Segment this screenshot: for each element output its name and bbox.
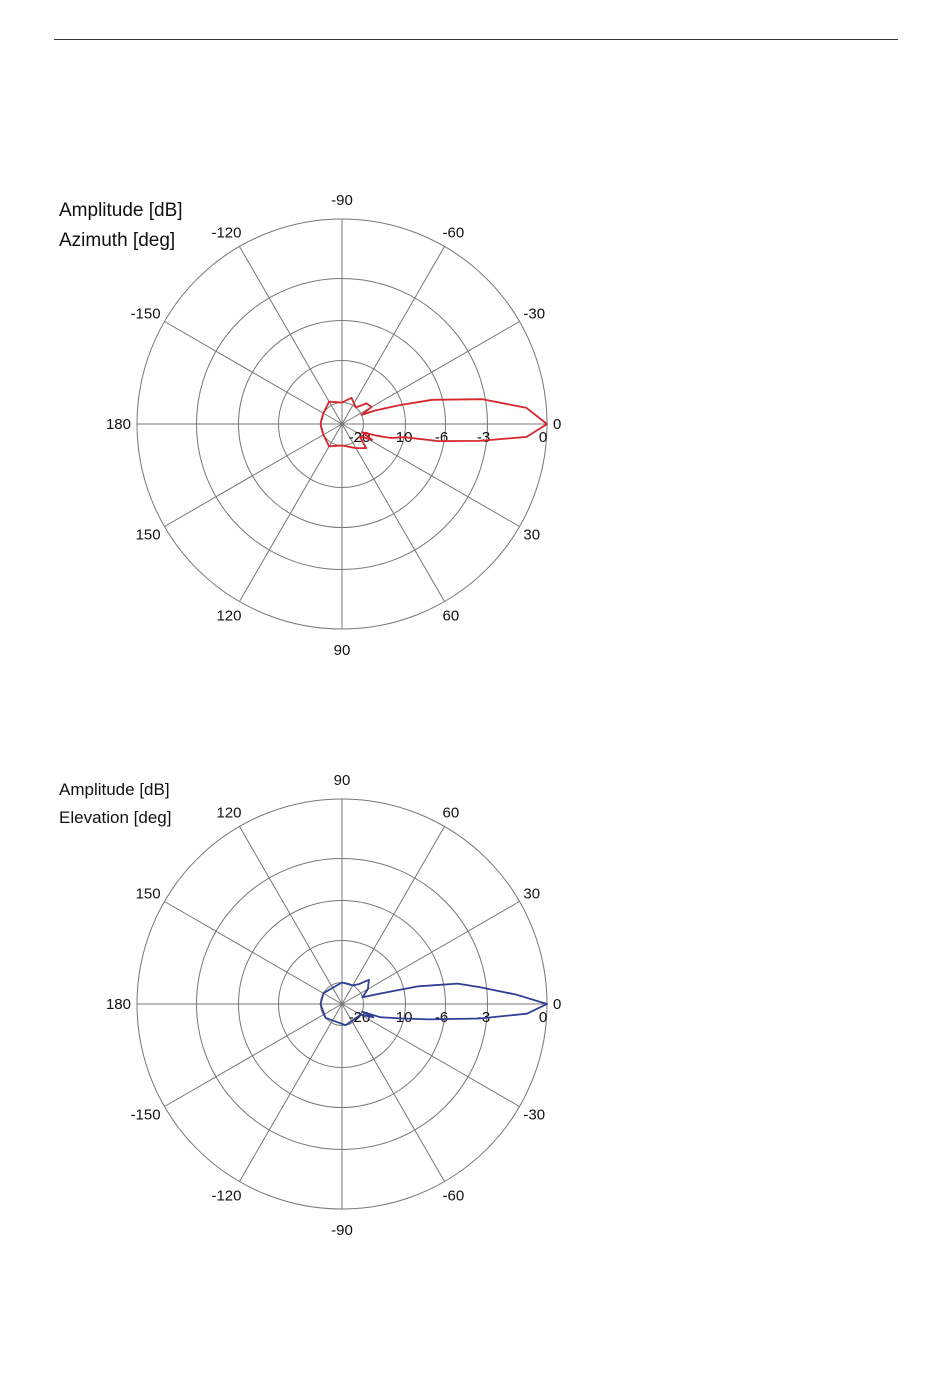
azimuth-axis-title: Azimuth [deg]: [59, 230, 176, 251]
azimuth-angle-tick-label: 120: [216, 607, 241, 624]
elevation-grid-spoke: [341, 901, 520, 1005]
elevation-grid: [136, 798, 548, 1210]
elevation-angle-tick-label: 150: [136, 886, 161, 903]
elevation-angle-tick-label: 30: [523, 886, 540, 903]
elevation-grid-spoke: [164, 901, 343, 1005]
azimuth-angle-tick-label: -120: [211, 225, 241, 242]
azimuth-grid-spoke: [341, 246, 445, 425]
azimuth-grid-spoke: [164, 423, 343, 527]
elevation-axis-title: Elevation [deg]: [59, 808, 172, 827]
elevation-angle-tick-label: -120: [211, 1187, 241, 1204]
elevation-angle-tick-label: 0: [553, 996, 561, 1013]
page-top-rule: [54, 39, 898, 40]
elevation-grid-spoke: [239, 826, 343, 1005]
elevation-grid-spoke: [239, 1003, 343, 1182]
azimuth-angle-tick-label: -90: [331, 192, 353, 209]
azimuth-angle-tick-label: 30: [523, 527, 540, 544]
azimuth-radial-tick-label: -6: [435, 429, 448, 446]
elevation-grid-spoke: [341, 1003, 445, 1182]
elevation-radial-tick-label: -6: [435, 1009, 448, 1026]
elevation-grid-spoke: [341, 1003, 520, 1107]
elevation-grid-spoke: [164, 1003, 343, 1107]
elevation-angle-tick-label: 60: [443, 805, 460, 822]
elevation-angle-tick-label: -150: [131, 1107, 161, 1124]
azimuth-grid: [136, 218, 548, 630]
azimuth-angle-tick-label: 90: [334, 642, 351, 659]
elevation-angle-tick-label: 120: [216, 805, 241, 822]
azimuth-radial-tick-label: 0: [539, 429, 547, 446]
azimuth-angle-tick-label: -30: [523, 306, 545, 323]
azimuth-grid-spoke: [341, 423, 445, 602]
azimuth-angle-tick-label: -150: [131, 306, 161, 323]
elevation-angle-tick-label: -90: [331, 1222, 353, 1239]
elevation-polar-chart: Amplitude [dB] Elevation [deg] 0 30 60 90 12…: [0, 760, 950, 1250]
elevation-angle-tick-label: 90: [334, 772, 351, 789]
azimuth-angle-tick-label: 60: [443, 607, 460, 624]
azimuth-grid-spoke: [164, 321, 343, 425]
azimuth-angle-tick-label: 0: [553, 416, 561, 433]
azimuth-angle-tick-label: 180: [106, 416, 131, 433]
azimuth-pattern-trace: [319, 396, 548, 449]
elevation-radial-tick-label: -10: [391, 1009, 413, 1026]
elevation-radial-tick-label: 0: [539, 1009, 547, 1026]
azimuth-amplitude-title: Amplitude [dB]: [59, 200, 183, 221]
elevation-angle-tick-label: -30: [523, 1107, 545, 1124]
azimuth-radial-tick-label: -3: [477, 429, 490, 446]
elevation-grid-spoke: [341, 826, 445, 1005]
azimuth-grid-spoke: [239, 246, 343, 425]
elevation-radial-tick-label: -20: [349, 1009, 371, 1026]
azimuth-grid-spoke: [341, 423, 520, 527]
elevation-amplitude-title: Amplitude [dB]: [59, 780, 170, 799]
azimuth-angle-tick-label: 150: [136, 527, 161, 544]
azimuth-angle-tick-label: -60: [443, 225, 465, 242]
elevation-angle-tick-label: -60: [443, 1187, 465, 1204]
azimuth-grid-spoke: [239, 423, 343, 602]
elevation-pattern-trace: [319, 978, 548, 1027]
elevation-angle-tick-label: 180: [106, 996, 131, 1013]
azimuth-polar-chart: Amplitude [dB] Azimuth [deg] 0 -30 -60 -90-…: [0, 180, 950, 670]
